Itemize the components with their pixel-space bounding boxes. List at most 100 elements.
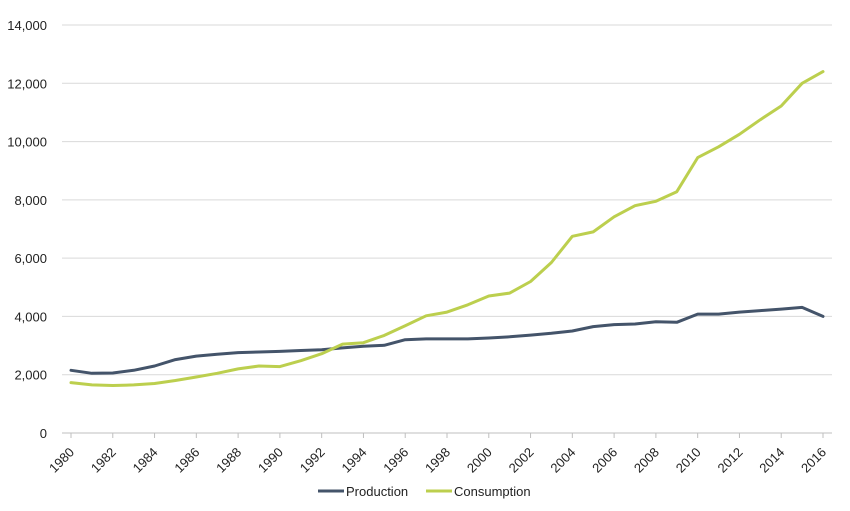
data-point-consumption [362, 341, 365, 344]
series-line-consumption [69, 70, 825, 387]
data-point-consumption [654, 200, 657, 203]
x-tick-label: 2008 [631, 445, 662, 476]
x-tick-label: 2006 [589, 445, 620, 476]
data-point-production [278, 350, 281, 353]
x-tick-label: 1984 [130, 445, 161, 476]
data-point-production [508, 335, 511, 338]
data-point-production [675, 321, 678, 324]
x-tick-label: 1996 [380, 445, 411, 476]
data-point-consumption [446, 311, 449, 314]
data-point-consumption [320, 352, 323, 355]
data-point-production [70, 369, 73, 372]
data-point-consumption [70, 381, 73, 384]
data-point-production [571, 330, 574, 333]
data-point-consumption [487, 295, 490, 298]
data-point-production [111, 371, 114, 374]
x-tick-label: 2002 [506, 445, 537, 476]
data-point-production [654, 320, 657, 323]
data-point-production [404, 338, 407, 341]
data-point-consumption [738, 133, 741, 136]
data-point-consumption [425, 314, 428, 317]
data-point-consumption [258, 364, 261, 367]
y-tick-label: 4,000 [14, 309, 47, 324]
x-tick-label: 2004 [547, 445, 578, 476]
data-point-consumption [383, 334, 386, 337]
data-point-consumption [613, 215, 616, 218]
data-point-production [383, 344, 386, 347]
data-point-consumption [341, 343, 344, 346]
x-tick-label: 1980 [46, 445, 77, 476]
series-lines [69, 70, 825, 387]
data-point-consumption [717, 145, 720, 148]
x-tick-label: 1988 [213, 445, 244, 476]
x-tick-label: 2012 [715, 445, 746, 476]
gridlines [62, 24, 832, 434]
legend-label-production: Production [346, 484, 408, 499]
data-point-consumption [592, 230, 595, 233]
data-point-consumption [278, 365, 281, 368]
data-point-production [299, 349, 302, 352]
legend-label-consumption: Consumption [454, 484, 531, 499]
y-tick-label: 2,000 [14, 368, 47, 383]
x-tick-label: 1990 [255, 445, 286, 476]
x-tick-label: 2010 [673, 445, 704, 476]
data-point-production [822, 315, 825, 318]
data-point-consumption [801, 82, 804, 85]
data-point-production [90, 372, 93, 375]
data-point-production [613, 323, 616, 326]
y-tick-label: 14,000 [7, 18, 47, 33]
data-point-production [341, 346, 344, 349]
data-point-consumption [675, 190, 678, 193]
data-point-consumption [237, 367, 240, 370]
data-point-production [237, 351, 240, 354]
data-point-consumption [174, 379, 177, 382]
data-point-production [446, 337, 449, 340]
data-point-consumption [634, 204, 637, 207]
data-point-consumption [529, 280, 532, 283]
data-point-consumption [508, 292, 511, 295]
data-point-consumption [404, 324, 407, 327]
y-tick-label: 6,000 [14, 251, 47, 266]
x-tick-label: 2000 [464, 445, 495, 476]
data-point-production [132, 369, 135, 372]
data-point-consumption [571, 235, 574, 238]
data-point-production [738, 311, 741, 314]
x-tick-label: 1982 [88, 445, 119, 476]
data-point-consumption [550, 261, 553, 264]
data-point-production [550, 332, 553, 335]
data-point-production [258, 350, 261, 353]
data-point-production [801, 306, 804, 309]
data-point-production [466, 337, 469, 340]
data-point-production [195, 355, 198, 358]
data-point-consumption [696, 156, 699, 159]
x-tick-label: 1986 [171, 445, 202, 476]
data-point-consumption [90, 383, 93, 386]
data-point-production [216, 353, 219, 356]
y-tick-label: 10,000 [7, 135, 47, 150]
data-point-consumption [780, 105, 783, 108]
data-point-production [362, 345, 365, 348]
x-tick-label: 1992 [297, 445, 328, 476]
data-point-consumption [822, 70, 825, 73]
data-point-production [780, 308, 783, 311]
data-point-consumption [132, 383, 135, 386]
data-point-production [717, 313, 720, 316]
data-point-consumption [111, 384, 114, 387]
x-tick-label: 2014 [756, 445, 787, 476]
series-line-production [69, 305, 825, 375]
x-tick-label: 2016 [798, 445, 829, 476]
legend: Production Consumption [318, 484, 531, 499]
data-point-consumption [299, 359, 302, 362]
y-axis-ticks: 0 2,000 4,000 6,000 8,000 10,000 12,000 14,000 [7, 18, 47, 441]
data-point-production [320, 348, 323, 351]
data-point-production [759, 309, 762, 312]
data-point-consumption [759, 118, 762, 121]
data-point-production [634, 323, 637, 326]
data-point-production [487, 336, 490, 339]
data-point-consumption [216, 372, 219, 375]
data-point-production [529, 334, 532, 337]
y-tick-label: 8,000 [14, 193, 47, 208]
data-point-production [174, 358, 177, 361]
